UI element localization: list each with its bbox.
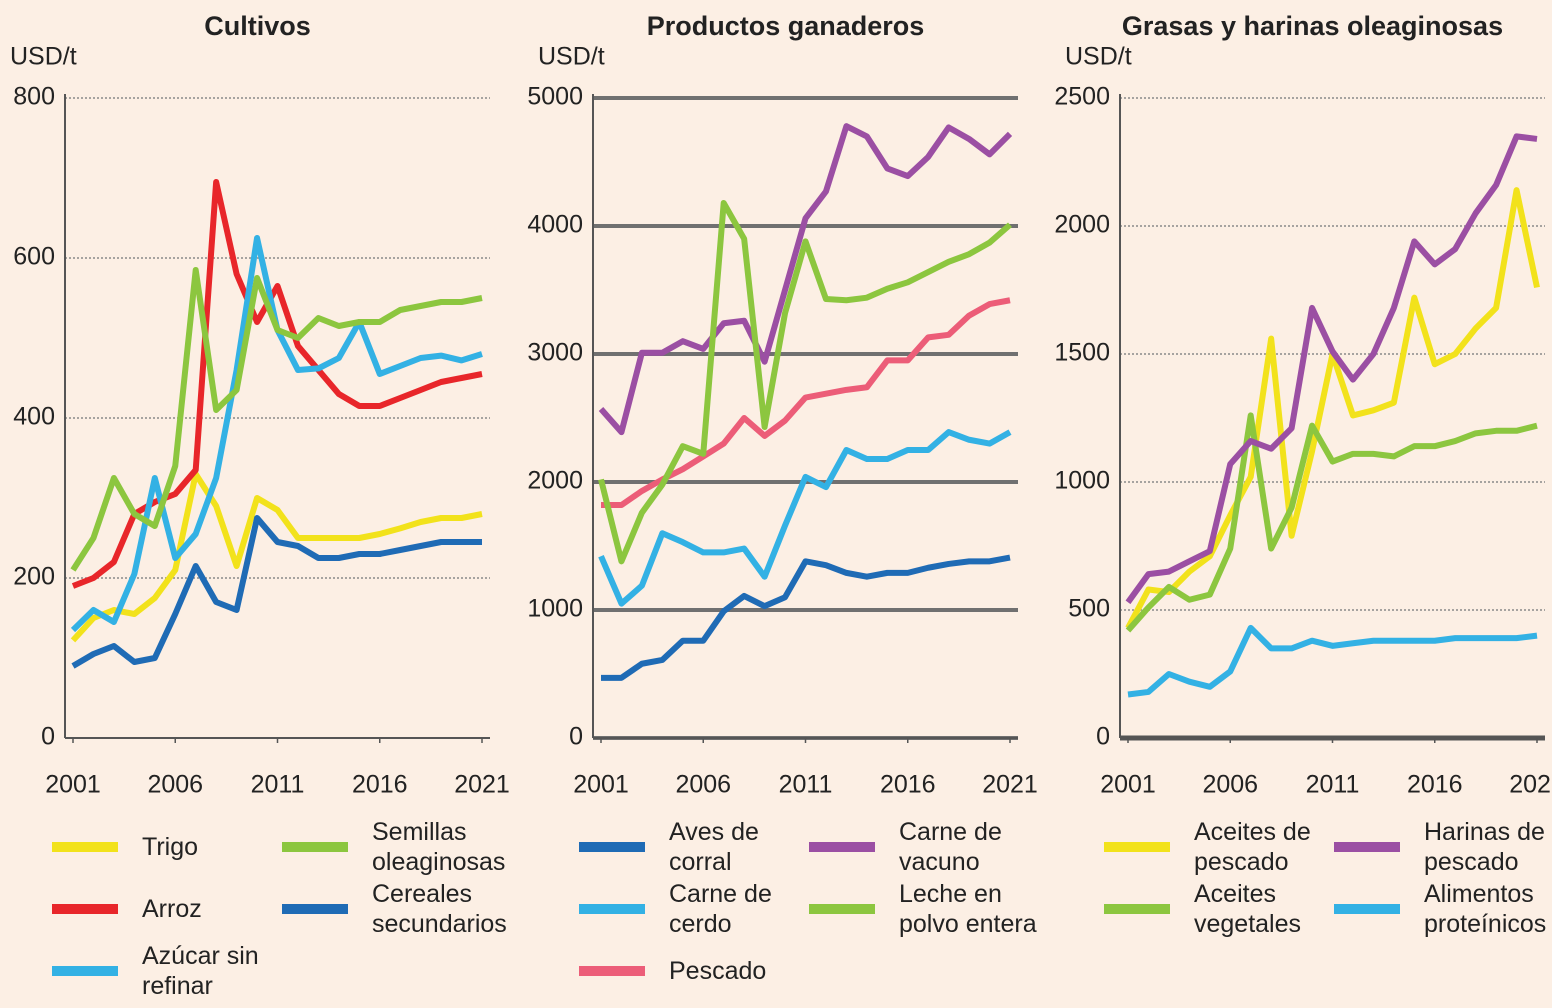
legend-label: Leche en polvo entera <box>899 880 1037 938</box>
legend-label: Aves de corral <box>669 818 759 876</box>
x-tick-label: 2006 <box>675 771 731 799</box>
x-tick-label: 2006 <box>147 771 203 799</box>
legend-swatch <box>52 966 118 976</box>
legend-swatch <box>282 904 348 914</box>
y-tick-label: 1500 <box>1054 339 1110 367</box>
legend-swatch <box>282 842 348 852</box>
y-tick-label: 0 <box>1096 723 1110 751</box>
legend-swatch <box>579 966 645 976</box>
legend-swatch <box>52 842 118 852</box>
legend-label: Trigo <box>142 833 199 861</box>
x-tick-label: 2011 <box>251 771 305 799</box>
legend: Aceites de pescado Aceites vegetales Harin… <box>1104 818 1552 938</box>
y-tick-label: 400 <box>13 403 55 431</box>
chart-title: Grasas y harinas oleaginosas <box>1122 11 1503 41</box>
legend-swatch <box>579 904 645 914</box>
legend-item: Aves de corral <box>579 818 809 876</box>
legend-label: Carne de cerdo <box>669 880 772 938</box>
series-line <box>70 471 483 643</box>
series-line <box>1125 412 1538 633</box>
legend-label: Azúcar sin refinar <box>142 942 259 1000</box>
y-tick-label: 3000 <box>527 339 583 367</box>
legend-item: Trigo <box>52 818 282 876</box>
y-tick-label: 0 <box>569 723 583 751</box>
legend-item: Alimentos proteínicos <box>1334 880 1552 938</box>
x-tick-label: 2006 <box>1202 771 1258 799</box>
series-line <box>71 179 483 589</box>
legend-item: Arroz <box>52 880 282 938</box>
series-line <box>598 123 1013 436</box>
legend: Aves de corral Carne de cerdo Pescado Carne… <box>579 818 1039 1000</box>
x-tick-label: 2001 <box>573 771 629 799</box>
y-tick-label: 0 <box>41 723 55 751</box>
x-tick-label: 2016 <box>1407 771 1463 799</box>
legend-swatch <box>52 904 118 914</box>
series-line <box>70 267 483 572</box>
legend-label: Carne de vacuno <box>899 818 1002 876</box>
legend-label: Aceites de pescado <box>1194 818 1311 876</box>
series-line <box>70 235 483 633</box>
legend-swatch <box>1334 904 1400 914</box>
x-tick-label: 2021 <box>454 771 510 799</box>
x-tick-label: 2011 <box>1306 771 1360 799</box>
legend-item: Semillas oleaginosas <box>282 818 512 876</box>
legend: Trigo Arroz Azúcar sin refinar Semillas ole… <box>52 818 512 1000</box>
legend-item: Aceites vegetales <box>1104 880 1334 938</box>
y-tick-label: 4000 <box>527 211 583 239</box>
legend-item: Carne de cerdo <box>579 880 809 938</box>
x-tick-label: 2021 <box>1509 771 1552 799</box>
series-line <box>598 199 1012 565</box>
legend-swatch <box>809 842 875 852</box>
legend-item: Pescado <box>579 942 809 1000</box>
legend-item: Leche en polvo entera <box>809 880 1039 938</box>
series-line <box>1127 624 1538 698</box>
y-tick-label: 5000 <box>527 83 583 111</box>
legend-label: Cereales secundarios <box>372 880 507 938</box>
legend-item: Azúcar sin refinar <box>52 942 282 1000</box>
legend-swatch <box>1334 842 1400 852</box>
legend-label: Aceites vegetales <box>1194 880 1302 938</box>
legend-item: Aceites de pescado <box>1104 818 1334 876</box>
legend-item: Carne de vacuno <box>809 818 1039 876</box>
legend-item: Cereales secundarios <box>282 880 512 938</box>
legend-label: Alimentos proteínicos <box>1424 880 1547 938</box>
charts: Cultivos USD/t 0 200 400 600 800 2001 2006 2011 20… <box>10 11 1552 799</box>
x-tick-label: 2016 <box>352 771 408 799</box>
y-axis-label: USD/t <box>10 43 77 71</box>
legend-swatch <box>809 904 875 914</box>
x-tick-label: 2016 <box>880 771 936 799</box>
y-tick-label: 200 <box>13 563 55 591</box>
series-line <box>601 554 1011 681</box>
legend-swatch <box>1104 842 1170 852</box>
y-tick-label: 2000 <box>1054 211 1110 239</box>
legend-swatch <box>579 842 645 852</box>
y-axis-label: USD/t <box>538 43 605 71</box>
legend-item: Harinas de pescado <box>1334 818 1552 876</box>
legend-label: Harinas de pescado <box>1424 818 1545 876</box>
series-line <box>71 515 482 669</box>
y-tick-label: 2500 <box>1054 83 1110 111</box>
y-tick-label: 1000 <box>527 595 583 623</box>
legend-label: Semillas oleaginosas <box>372 818 506 876</box>
y-tick-label: 2000 <box>527 467 583 495</box>
legend-label: Pescado <box>669 957 767 985</box>
x-tick-label: 2001 <box>45 771 101 799</box>
legend-label: Arroz <box>142 895 202 923</box>
y-tick-label: 500 <box>1068 595 1110 623</box>
x-tick-label: 2011 <box>779 771 833 799</box>
chart-title: Cultivos <box>204 11 311 41</box>
y-tick-label: 1000 <box>1054 467 1110 495</box>
series-line <box>1125 133 1538 605</box>
y-axis-label: USD/t <box>1065 43 1132 71</box>
chart-title: Productos ganaderos <box>647 11 925 41</box>
y-tick-label: 600 <box>13 243 55 271</box>
y-tick-label: 800 <box>13 83 55 111</box>
x-tick-label: 2021 <box>982 771 1038 799</box>
x-tick-label: 2001 <box>1100 771 1156 799</box>
series-line <box>598 429 1012 607</box>
legend-swatch <box>1104 904 1170 914</box>
